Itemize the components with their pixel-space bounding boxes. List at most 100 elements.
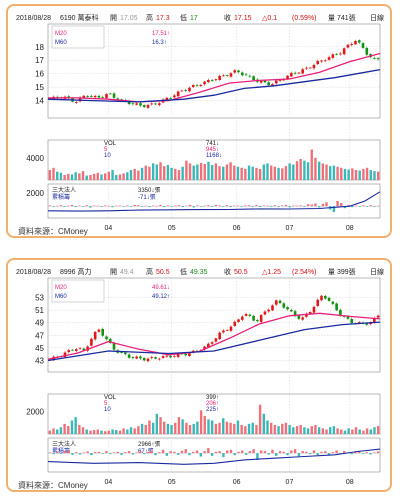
candle-body [78,348,82,350]
header-stock-name: 6190 萬泰科 [60,13,99,22]
volume-panel-frame [47,393,381,435]
volume-bar [166,423,170,434]
volume-bar [314,425,317,434]
volume-bar [214,163,218,180]
volume-bar [210,420,214,434]
volume-bar [347,169,350,180]
candle-body [331,301,335,304]
header-close-label: 收 [224,13,231,22]
institutional-bar [365,452,368,454]
institutional-bar [301,451,304,454]
volume-bar [63,175,66,180]
candle-body [63,352,67,358]
volume-bar [218,422,221,434]
volume-bar [277,167,280,180]
volume-bar [340,429,343,434]
candle-body [176,353,180,357]
institutional-bar [369,205,372,207]
volume-bar [207,161,210,180]
volume-bar [266,420,269,434]
institutional-bar [48,205,52,207]
candle-body [237,319,240,322]
institutional-bar [310,204,313,207]
candle-body [320,295,323,301]
volume-bar [78,173,81,180]
institutional-bar [60,453,63,454]
volume-tick-label: 2000 [26,408,44,417]
institutional-bars [48,200,380,213]
volume-bar [133,428,136,434]
candle-body [67,96,71,98]
candle-body [346,44,350,48]
volume-panel-frame [47,139,381,181]
candle-body [240,72,244,76]
institutional-bar [293,449,297,454]
institutional-bar [303,206,306,207]
volume-bar [365,428,369,434]
chart-svg-6190: 2018/08/28 6190 萬泰科開 17.05 高 17.3 低 17 收 17.15 △0… [16,13,384,232]
header-low-label: 低 [180,267,187,276]
candle-body [233,70,237,73]
institutional-bar [109,453,112,455]
candle-body [316,299,320,307]
volume-bar [133,168,136,180]
candle-body [282,303,286,308]
header-high-label: 高 [146,13,153,22]
volume-bar [236,420,240,434]
candle-body [142,105,146,108]
institutional-bar [317,206,321,208]
institutional-bar [256,453,259,460]
header-change: △0.1 [262,15,277,22]
institutional-bar [312,450,316,454]
institutional-bar [321,203,325,207]
volume-bar [222,166,225,180]
volume-bar [103,431,107,434]
volume-ma5-label: 5 [104,401,108,407]
volume-bar [336,166,339,180]
volume-bar [115,175,118,180]
ma20-value: 49.61↓ [152,285,170,291]
institutional-bar [52,453,55,455]
ma60-line [47,321,381,362]
institutional-bar [180,450,184,454]
institutional-bar [143,453,146,455]
institutional-bar [166,205,170,207]
chart-svg-8996: 2018/08/28 8996 高力開 49.4 高 50.5 低 49.35 收 50.5 △1… [16,267,384,486]
header-pct: (0.59%) [292,15,317,22]
institutional-bar [354,205,358,207]
volume-bar [269,165,273,180]
volume-bar [137,426,140,434]
institutional-bar [351,206,354,208]
candle-body [301,69,304,74]
institutional-bar [305,451,308,454]
volume-readout: 206↑ [206,401,219,407]
candle-body [229,73,233,77]
institutional-bar [236,205,240,207]
candle-body [252,76,255,81]
institutional-bar [176,453,180,455]
institutional-bar [203,205,206,207]
volume-bar [292,164,295,180]
candle-body [342,48,346,55]
volume-bar [85,429,88,434]
candle-body [346,316,350,319]
candle-body [214,338,218,342]
volume-bar [159,162,162,180]
institutional-bar [350,453,353,455]
volume-bar [284,422,288,434]
volume-bar [89,175,92,180]
volume-bar [354,427,358,434]
header-period: 日線 [370,13,384,22]
candle-body [373,318,376,323]
institutional-bar [267,453,270,455]
candle-body [127,101,131,105]
candle-body [112,93,116,98]
candle-body [225,330,229,331]
institutional-bar [181,206,184,207]
volume-bar [126,172,129,180]
price-tick-label: 18 [35,43,44,52]
candle-body [195,85,199,86]
month-tick-label: 07 [286,225,294,232]
institutional-bar [251,206,254,207]
volume-bar [240,167,243,180]
